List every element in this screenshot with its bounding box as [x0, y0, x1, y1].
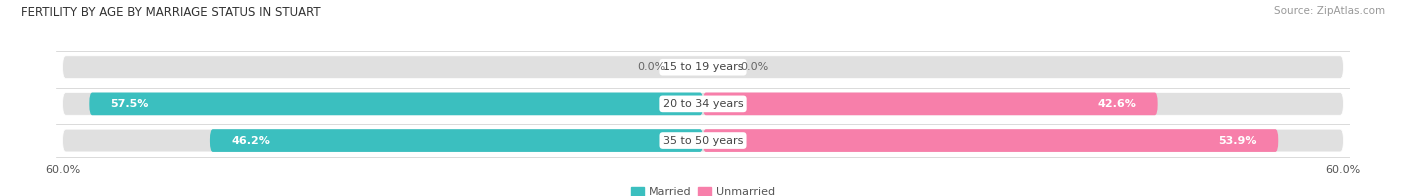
Text: FERTILITY BY AGE BY MARRIAGE STATUS IN STUART: FERTILITY BY AGE BY MARRIAGE STATUS IN S… — [21, 6, 321, 19]
FancyBboxPatch shape — [209, 129, 703, 152]
Text: 57.5%: 57.5% — [111, 99, 149, 109]
Legend: Married, Unmarried: Married, Unmarried — [631, 187, 775, 196]
Text: 20 to 34 years: 20 to 34 years — [662, 99, 744, 109]
Text: 42.6%: 42.6% — [1098, 99, 1136, 109]
Text: 53.9%: 53.9% — [1219, 136, 1257, 146]
FancyBboxPatch shape — [63, 93, 1343, 115]
Text: 0.0%: 0.0% — [741, 62, 769, 72]
FancyBboxPatch shape — [703, 129, 1278, 152]
Text: Source: ZipAtlas.com: Source: ZipAtlas.com — [1274, 6, 1385, 16]
FancyBboxPatch shape — [63, 129, 1343, 152]
Text: 0.0%: 0.0% — [637, 62, 665, 72]
FancyBboxPatch shape — [90, 93, 703, 115]
FancyBboxPatch shape — [703, 93, 1157, 115]
FancyBboxPatch shape — [63, 56, 1343, 79]
Text: 35 to 50 years: 35 to 50 years — [662, 136, 744, 146]
Text: 15 to 19 years: 15 to 19 years — [662, 62, 744, 72]
Text: 46.2%: 46.2% — [231, 136, 270, 146]
